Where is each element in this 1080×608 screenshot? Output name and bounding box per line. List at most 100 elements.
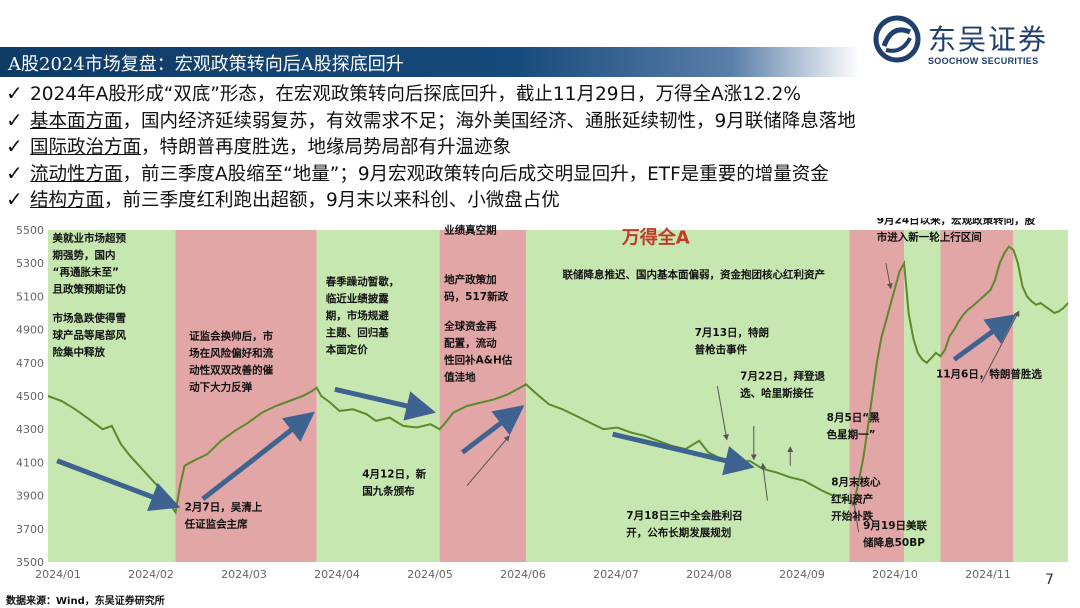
logo-text-en: SOOCHOW SECURITIES: [928, 56, 1039, 66]
annotation-text: 4月12日，新: [362, 467, 426, 480]
market-chart: 3500 3700 3900 4100 4300 4500 4700 4900 5100 5300…: [16, 218, 1069, 581]
annotation-text: 配置，流动: [444, 337, 497, 350]
y-tick-label: 5300: [16, 257, 44, 270]
company-logo: 东吴证券 SOOCHOW SECURITIES: [872, 14, 1072, 74]
annotation-text: 值洼地: [444, 371, 476, 384]
trend-arrow: [612, 431, 755, 476]
x-tick-label: 2024/08: [686, 568, 732, 581]
annotation-text: 开始补跌: [831, 510, 873, 523]
annotation-text: 7月13日，特朗: [695, 326, 769, 339]
check-icon: ✓: [6, 107, 23, 132]
x-tick-label: 2024/10: [872, 568, 918, 581]
check-icon: ✓: [6, 160, 23, 185]
annotation-text: 且政策预期证伪: [53, 283, 127, 296]
phase-band-down: [904, 230, 941, 562]
bullet-text: 2024年A股形成“双底”形态，在宏观政策转向后探底回升，截止11月29日，万得…: [30, 84, 801, 105]
x-tick-label: 2024/01: [35, 568, 81, 581]
bullet-item: ✓ 2024年A股形成“双底”形态，在宏观政策转向后探底回升，截止11月29日，万…: [6, 80, 1076, 107]
phase-band-up: [175, 230, 317, 562]
bullet-text: ，特朗普再度胜选，地缘局势局部有升温迹象: [141, 137, 512, 158]
annotation-text: 春季躁动暂歇，: [326, 275, 400, 288]
y-tick-label: 3500: [16, 556, 44, 569]
check-icon: ✓: [6, 134, 23, 158]
bullet-item: ✓ 结构方面，前三季度红利跑出超额，9月末以来科创、小微盘占优: [6, 186, 1076, 213]
trend-arrow: [334, 386, 437, 421]
annotation-text: 期，市场规避: [326, 309, 389, 322]
bullet-head: 国际政治方面: [30, 137, 142, 158]
annotation-text: 联储降息推迟、国内基本面偏弱，资金抱团核心红利资产: [563, 268, 826, 281]
annotation-text: 11月6日，特朗普胜选: [936, 368, 1042, 381]
annotation-text: 证监会换帅后，市: [189, 330, 273, 343]
phase-band-down: [526, 230, 850, 562]
annotation-text: 本面定价: [326, 343, 368, 356]
annotation-text: 任证监会主席: [184, 518, 248, 531]
annotation-text: 球产品等尾部风: [53, 328, 127, 341]
y-tick-label: 3700: [16, 523, 44, 536]
annotation-text: 8月末核心: [831, 476, 881, 489]
callout-leader-arrow: [981, 310, 1020, 383]
annotation-text: 7月18日三中全会胜利召: [626, 509, 742, 522]
y-tick-label: 3900: [16, 490, 44, 503]
page-title: A股2024市场复盘：宏观政策转向后A股探底回升: [8, 54, 404, 75]
phase-band-down: [48, 230, 176, 562]
annotation-text: 储降息50BP: [863, 536, 925, 549]
x-tick-label: 2024/02: [128, 568, 174, 581]
annotation-text: 美就业市场超预: [53, 232, 127, 245]
data-source: 数据来源：Wind，东吴证券研究所: [6, 596, 165, 607]
annotation-text: “再通胀未至”: [53, 266, 119, 279]
x-tick-label: 2024/11: [965, 568, 1011, 581]
x-tick-label: 2024/03: [221, 568, 267, 581]
x-tick-label: 2024/07: [593, 568, 639, 581]
bullet-head: 结构方面: [30, 190, 105, 211]
x-tick-label: 2024/06: [500, 568, 546, 581]
x-tick-label: 2024/04: [314, 568, 360, 581]
callout-leader-arrow: [466, 435, 510, 486]
chart-title: 万得全A: [621, 226, 690, 248]
phase-band-up: [940, 230, 1014, 562]
x-tick-label: 2024/09: [779, 568, 825, 581]
annotation-text: 市进入新一轮上行区间: [877, 230, 982, 243]
bullet-text: ，前三季度A股缩至“地量”；9月宏观政策转向后成交明显回升，ETF是重要的增量资…: [122, 163, 829, 185]
annotation-text: 临近业绩披露: [326, 292, 389, 305]
y-tick-label: 5500: [16, 224, 44, 237]
annotation-text: 险集中释放: [53, 345, 106, 358]
bullet-head: 基本面方面: [30, 110, 123, 132]
y-tick-label: 4900: [16, 324, 44, 337]
title-bar: A股2024市场复盘：宏观政策转向后A股探底回升: [0, 47, 860, 77]
callout-leader-arrow: [851, 499, 860, 533]
page-number: 7: [1045, 572, 1054, 588]
annotation-text: 8月5日“黑: [827, 412, 881, 424]
annotation-text: 期强势，国内: [53, 249, 116, 262]
x-tick-label: 2024/05: [407, 568, 453, 581]
annotation-text: 业绩真空期: [444, 223, 497, 236]
annotation-text: 9月19日美联: [863, 519, 927, 532]
annotation-text: 全球资金再: [443, 320, 497, 333]
y-tick-label: 5100: [16, 290, 44, 303]
check-icon: ✓: [6, 187, 23, 211]
annotation-text: 7月22日，拜登退: [740, 369, 825, 382]
annotation-text: 性回补A&H估: [444, 354, 513, 367]
annotation-text: 市场急跌使得雪: [53, 311, 127, 324]
callout-leader-arrow: [760, 462, 768, 501]
bullet-item: ✓ 国际政治方面，特朗普再度胜选，地缘局势局部有升温迹象: [6, 133, 1076, 160]
annotation-text: 2月7日，吴清上: [185, 501, 263, 514]
annotation-text: 场在风险偏好和流: [189, 347, 273, 360]
annotation-text: 红利资产: [831, 493, 873, 506]
logo-text-cn: 东吴证券: [928, 23, 1049, 56]
trend-arrow: [952, 314, 1017, 362]
bullet-text: ，国内经济延续弱复苏，有效需求不足；海外美国经济、通胀延续韧性，9月联储降息落地: [122, 110, 856, 132]
annotation-text: 动下大力反弹: [189, 381, 252, 394]
bullet-item: ✓ 基本面方面，国内经济延续弱复苏，有效需求不足；海外美国经济、通胀延续韧性，9月…: [6, 107, 1076, 134]
y-tick-label: 4100: [16, 456, 44, 469]
series-line-wind-a: [47, 245, 1069, 515]
annotation-text: 地产政策加: [444, 273, 497, 286]
callout-leader-arrow: [716, 385, 729, 441]
annotation-text: 动性双双改善的催: [189, 364, 273, 377]
y-tick-label: 4300: [16, 423, 44, 436]
trend-arrow: [201, 411, 315, 501]
annotation-text: 色星期一”: [827, 428, 876, 441]
y-tick-label: 4500: [16, 390, 44, 403]
annotation-text: 国九条颁布: [362, 484, 415, 497]
bullet-list: ✓ 2024年A股形成“双底”形态，在宏观政策转向后探底回升，截止11月29日，万…: [6, 80, 1076, 213]
annotation-text: 9月24日以来，宏观政策转向，股: [877, 218, 1036, 226]
